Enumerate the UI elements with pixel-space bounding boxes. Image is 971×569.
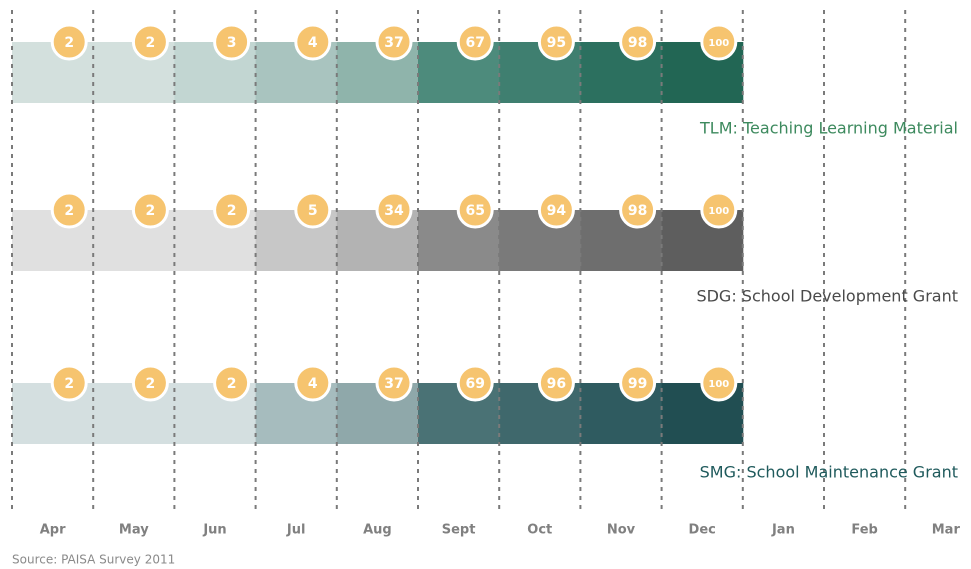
value-marker xyxy=(375,191,413,229)
value-label: 2 xyxy=(64,376,74,392)
value-marker xyxy=(131,364,169,402)
month-label: May xyxy=(119,523,149,538)
value-label: 2 xyxy=(146,35,156,51)
value-label: 100 xyxy=(708,38,729,49)
value-label: 4 xyxy=(308,35,318,51)
value-marker xyxy=(456,23,494,61)
month-label: Jun xyxy=(202,523,226,538)
month-label: Dec xyxy=(689,523,716,538)
value-label: 4 xyxy=(308,376,318,392)
value-label: 2 xyxy=(146,376,156,392)
value-label: 98 xyxy=(628,203,647,219)
month-label: Sept xyxy=(442,523,476,538)
value-label: 2 xyxy=(227,203,237,219)
value-marker xyxy=(700,191,738,229)
value-marker xyxy=(213,191,251,229)
grid xyxy=(11,10,907,512)
value-marker xyxy=(213,364,251,402)
value-marker xyxy=(700,364,738,402)
month-label: Nov xyxy=(607,523,636,538)
value-label: 99 xyxy=(628,376,647,392)
value-marker xyxy=(50,191,88,229)
value-marker xyxy=(375,23,413,61)
value-marker xyxy=(700,23,738,61)
value-label: 100 xyxy=(708,379,729,390)
value-marker xyxy=(213,23,251,61)
value-label: 98 xyxy=(628,35,647,51)
value-marker xyxy=(294,191,332,229)
month-label: Aug xyxy=(363,523,392,538)
value-label: 5 xyxy=(308,203,318,219)
value-marker xyxy=(131,23,169,61)
source: Source: PAISA Survey 2011 xyxy=(12,553,175,567)
value-marker xyxy=(50,23,88,61)
value-marker xyxy=(537,191,575,229)
value-label: 2 xyxy=(227,376,237,392)
value-marker xyxy=(131,191,169,229)
series-name: TLM: Teaching Learning Material xyxy=(699,119,958,138)
month-label: Feb xyxy=(851,523,877,538)
value-marker xyxy=(456,191,494,229)
value-marker xyxy=(456,364,494,402)
value-label: 37 xyxy=(384,35,403,51)
month-label: Mar xyxy=(932,523,961,538)
value-label: 34 xyxy=(384,203,404,219)
value-marker xyxy=(619,191,657,229)
month-label: Apr xyxy=(40,523,66,538)
month-label: Oct xyxy=(527,523,552,538)
value-marker xyxy=(294,23,332,61)
value-label: 94 xyxy=(547,203,567,219)
value-label: 2 xyxy=(146,203,156,219)
value-label: 3 xyxy=(227,35,237,51)
value-label: 2 xyxy=(64,35,74,51)
series-name: SDG: School Development Grant xyxy=(696,287,958,306)
value-label: 65 xyxy=(465,203,484,219)
value-label: 95 xyxy=(547,35,566,51)
series-name: SMG: School Maintenance Grant xyxy=(700,463,958,482)
value-label: 96 xyxy=(547,376,566,392)
value-label: 69 xyxy=(465,376,484,392)
value-marker xyxy=(537,364,575,402)
value-marker xyxy=(619,23,657,61)
value-marker xyxy=(294,364,332,402)
month-label: Jan xyxy=(771,523,795,538)
value-label: 67 xyxy=(465,35,484,51)
value-label: 100 xyxy=(708,206,729,217)
value-marker xyxy=(537,23,575,61)
value-marker xyxy=(375,364,413,402)
value-marker xyxy=(50,364,88,402)
value-label: 37 xyxy=(384,376,403,392)
month-label: Jul xyxy=(286,523,306,538)
value-label: 2 xyxy=(64,203,74,219)
value-marker xyxy=(619,364,657,402)
